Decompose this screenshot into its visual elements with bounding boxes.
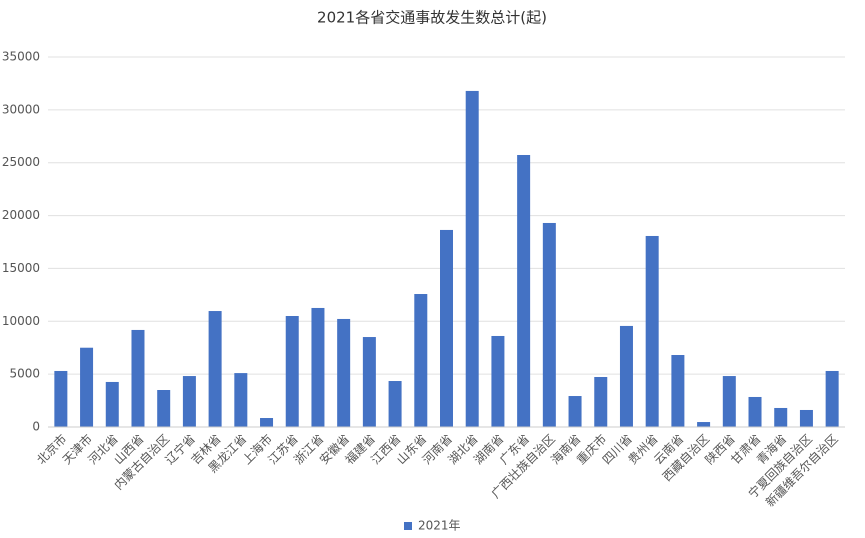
bar (594, 376, 608, 427)
bar (208, 311, 222, 427)
bar (542, 222, 556, 427)
bar (440, 229, 453, 427)
bar (774, 407, 788, 427)
bar (54, 370, 68, 427)
bar (722, 376, 736, 427)
y-tick-label: 20000 (2, 208, 40, 222)
bar (362, 337, 376, 427)
y-tick-label: 10000 (2, 314, 40, 328)
bar (311, 307, 325, 427)
bar (748, 396, 762, 427)
bar (825, 370, 839, 427)
bar (260, 418, 274, 427)
bar (182, 376, 196, 427)
bar (697, 422, 711, 427)
y-tick-label: 0 (32, 420, 40, 434)
bar (337, 318, 351, 427)
bar (645, 235, 659, 427)
y-tick-label: 35000 (2, 50, 40, 64)
bar (619, 325, 633, 427)
chart-title: 2021各省交通事故发生数总计(起) (317, 9, 547, 27)
bar (799, 409, 813, 427)
bar (465, 90, 479, 427)
bar (131, 329, 145, 427)
legend-label: 2021年 (418, 519, 461, 533)
bar (414, 294, 428, 427)
bar (517, 154, 531, 428)
y-tick-label: 5000 (9, 367, 40, 381)
bar (491, 335, 505, 427)
bar (157, 390, 171, 427)
bar (568, 396, 582, 427)
bar (105, 381, 119, 427)
y-tick-label: 15000 (2, 261, 40, 275)
y-tick-label: 30000 (2, 102, 40, 116)
bar (671, 355, 685, 427)
legend-swatch (404, 522, 412, 530)
bar (80, 347, 94, 427)
bar (388, 381, 402, 427)
bar (234, 373, 248, 427)
y-tick-label: 25000 (2, 155, 40, 169)
bar (285, 316, 299, 427)
